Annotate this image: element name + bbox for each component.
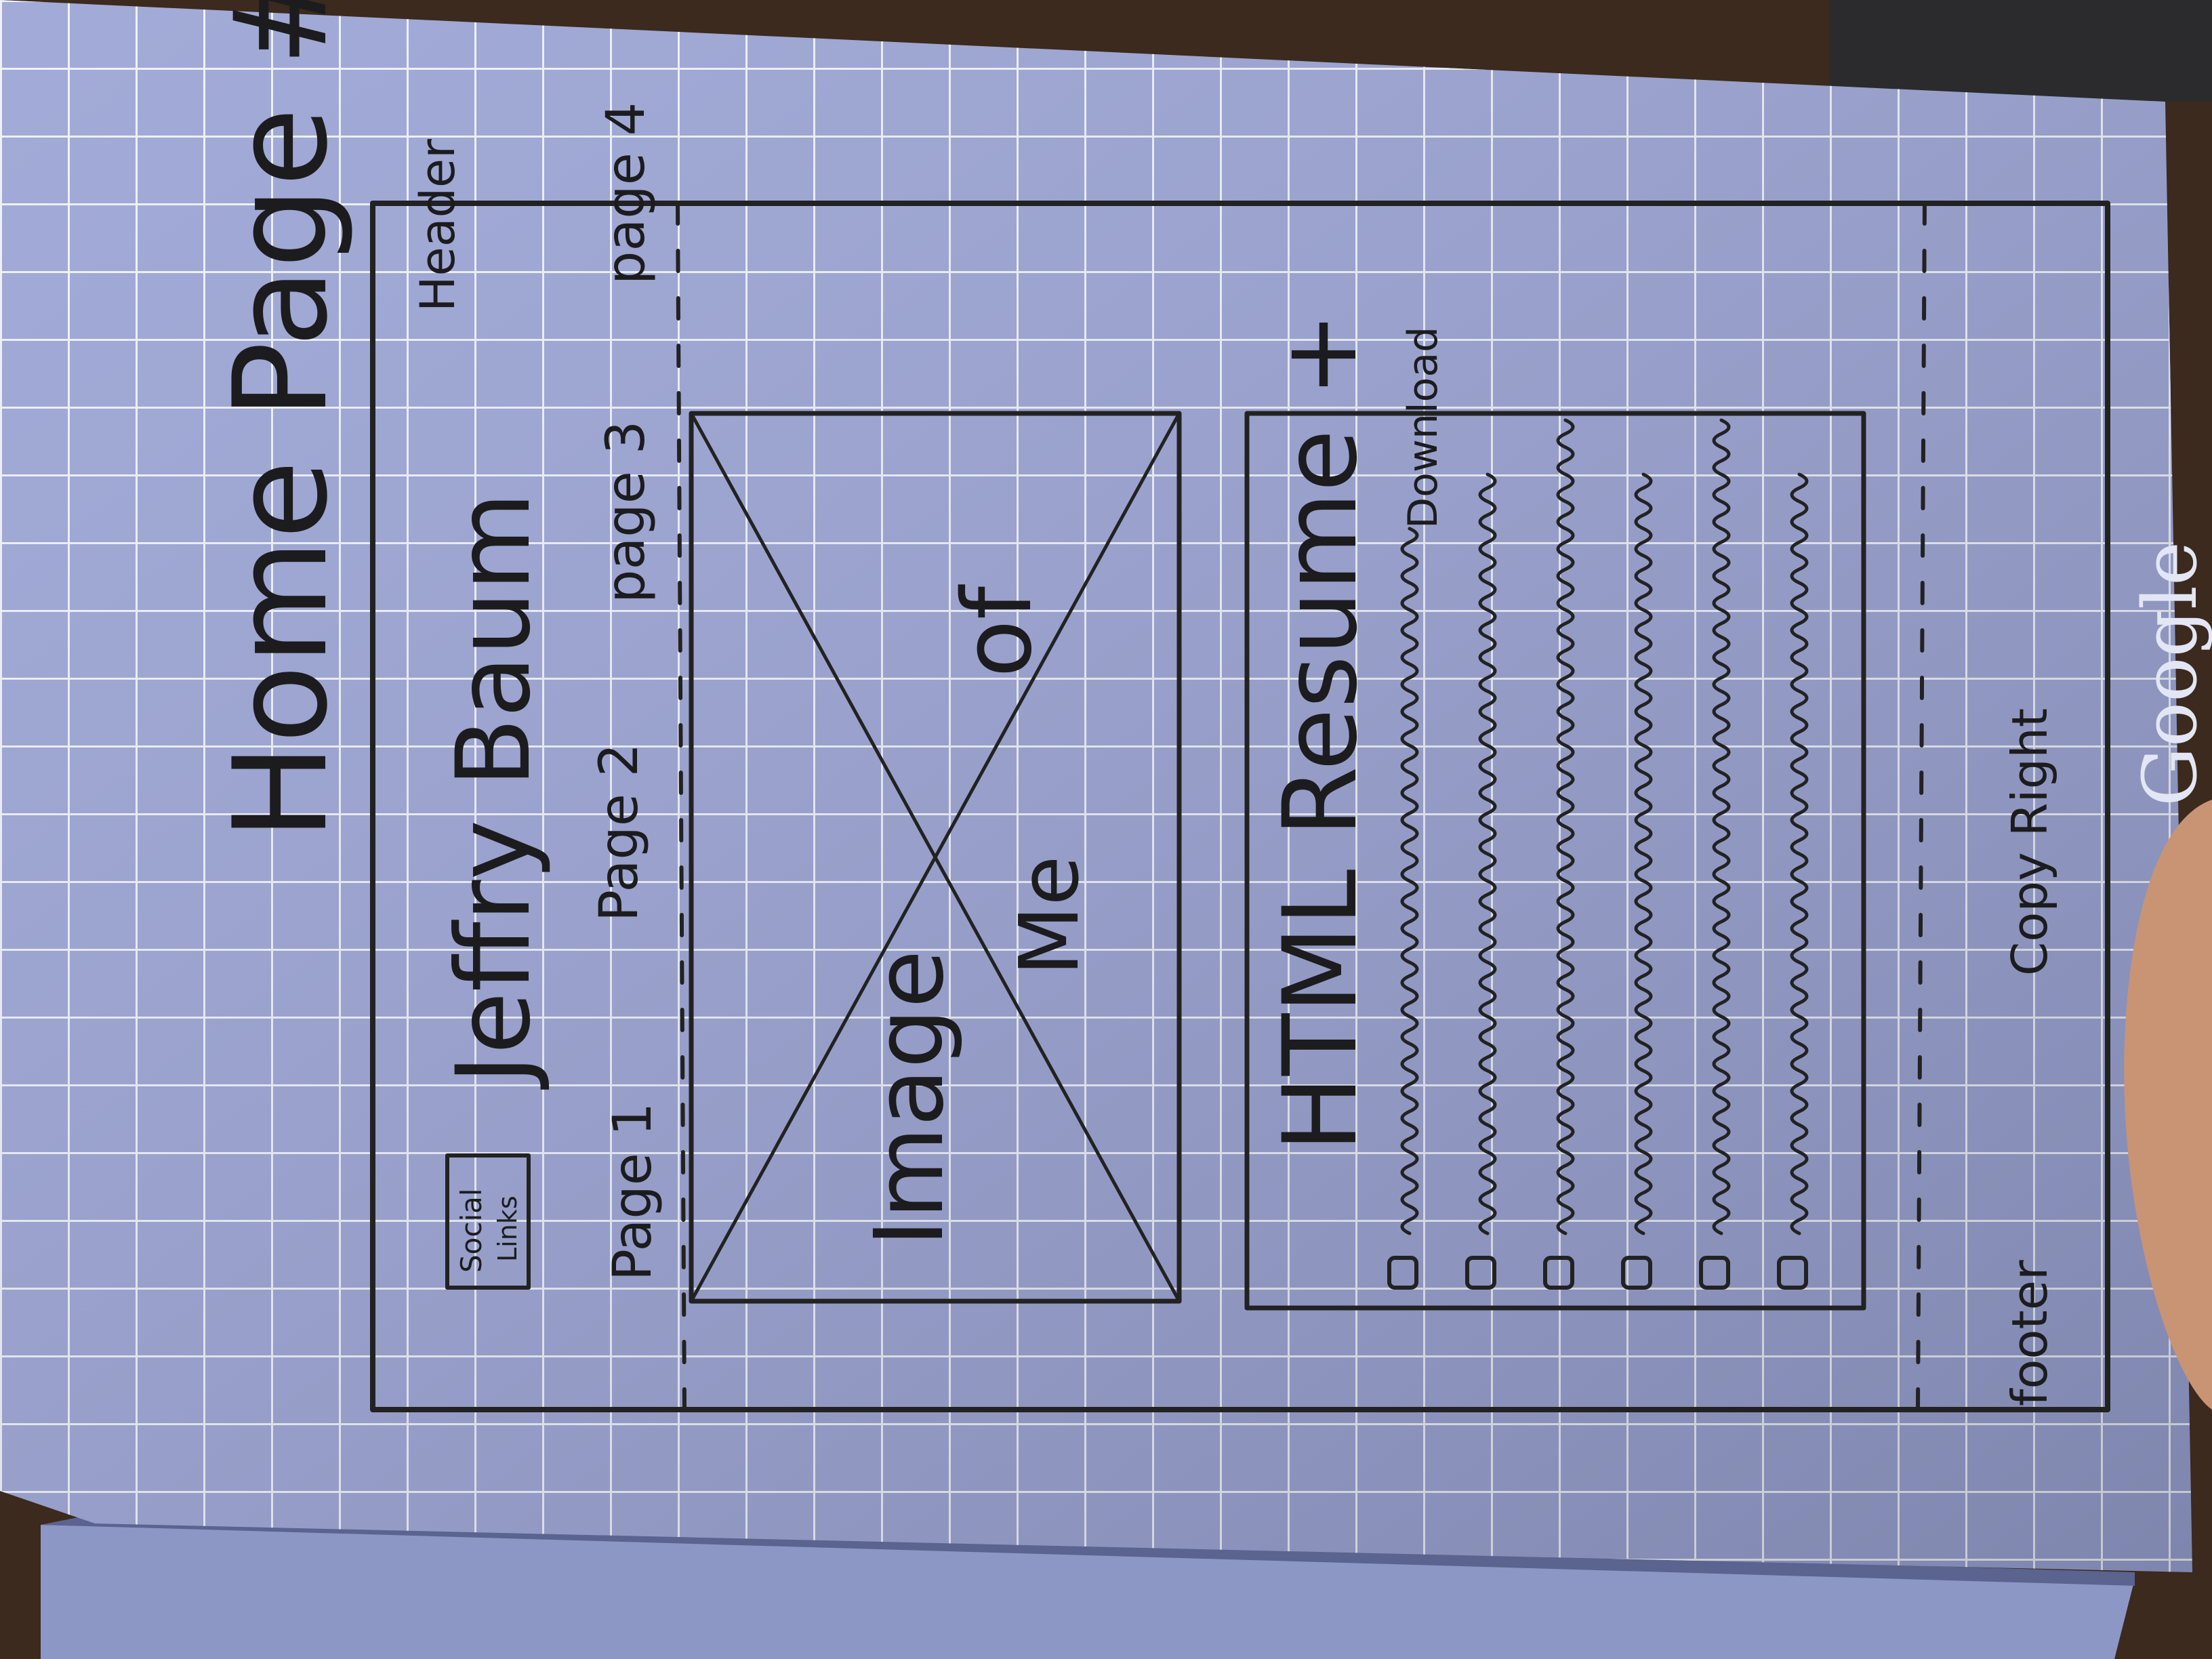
- image-placeholder: [689, 411, 1182, 1304]
- finger: [2124, 800, 2212, 1410]
- header-divider: [676, 201, 687, 1412]
- nav-page-4[interactable]: page 4: [596, 102, 657, 285]
- resume-bullet: [1621, 1256, 1652, 1290]
- social-label: Social: [455, 1188, 488, 1273]
- resume-bullet: [1543, 1256, 1574, 1290]
- footer-divider: [1916, 201, 1927, 1412]
- resume-text-line: [1556, 418, 1575, 1235]
- site-name: Jeffry Baum: [435, 492, 553, 1090]
- paper-brand-logo: Google: [2127, 541, 2212, 806]
- image-caption-of: of: [943, 584, 1053, 678]
- nav-page-2[interactable]: Page 2: [589, 743, 650, 922]
- resume-text-line: [1400, 527, 1419, 1235]
- sketch-title: Home Page #1: [206, 0, 356, 840]
- image-caption-me: Me: [1003, 856, 1097, 976]
- download-label[interactable]: Download: [1399, 327, 1447, 529]
- footer-label: footer: [2001, 1260, 2058, 1406]
- links-label: Links: [493, 1195, 523, 1262]
- resume-text-line: [1634, 472, 1653, 1235]
- resume-lines: [1387, 418, 1809, 1290]
- social-links-box: [445, 1153, 531, 1290]
- resume-bullet: [1777, 1256, 1808, 1290]
- lower-notebook-page: [41, 1525, 2135, 1659]
- resume-text-line: [1790, 472, 1809, 1235]
- nav-page-1[interactable]: Page 1: [602, 1103, 663, 1281]
- resume-bullet: [1699, 1256, 1730, 1290]
- page-frame: [370, 201, 2110, 1412]
- image-caption-image: Image: [855, 950, 965, 1247]
- resume-text-line: [1478, 472, 1497, 1235]
- image-cross-2: [689, 411, 1181, 1303]
- dark-object-top-right: [1830, 0, 2212, 102]
- resume-box: [1244, 411, 1866, 1311]
- header-label: Header: [410, 139, 466, 312]
- resume-heading: HTML Resume +: [1262, 312, 1380, 1152]
- resume-text-line: [1712, 418, 1731, 1235]
- wireframe-sketch: Home Page #1 Header Social Links Jeffry …: [206, 0, 2212, 1412]
- copyright-text: Copy Right: [2001, 708, 2058, 976]
- nav-page-3[interactable]: page 3: [596, 421, 657, 603]
- resume-bullet: [1465, 1256, 1496, 1290]
- resume-bullet: [1387, 1256, 1418, 1290]
